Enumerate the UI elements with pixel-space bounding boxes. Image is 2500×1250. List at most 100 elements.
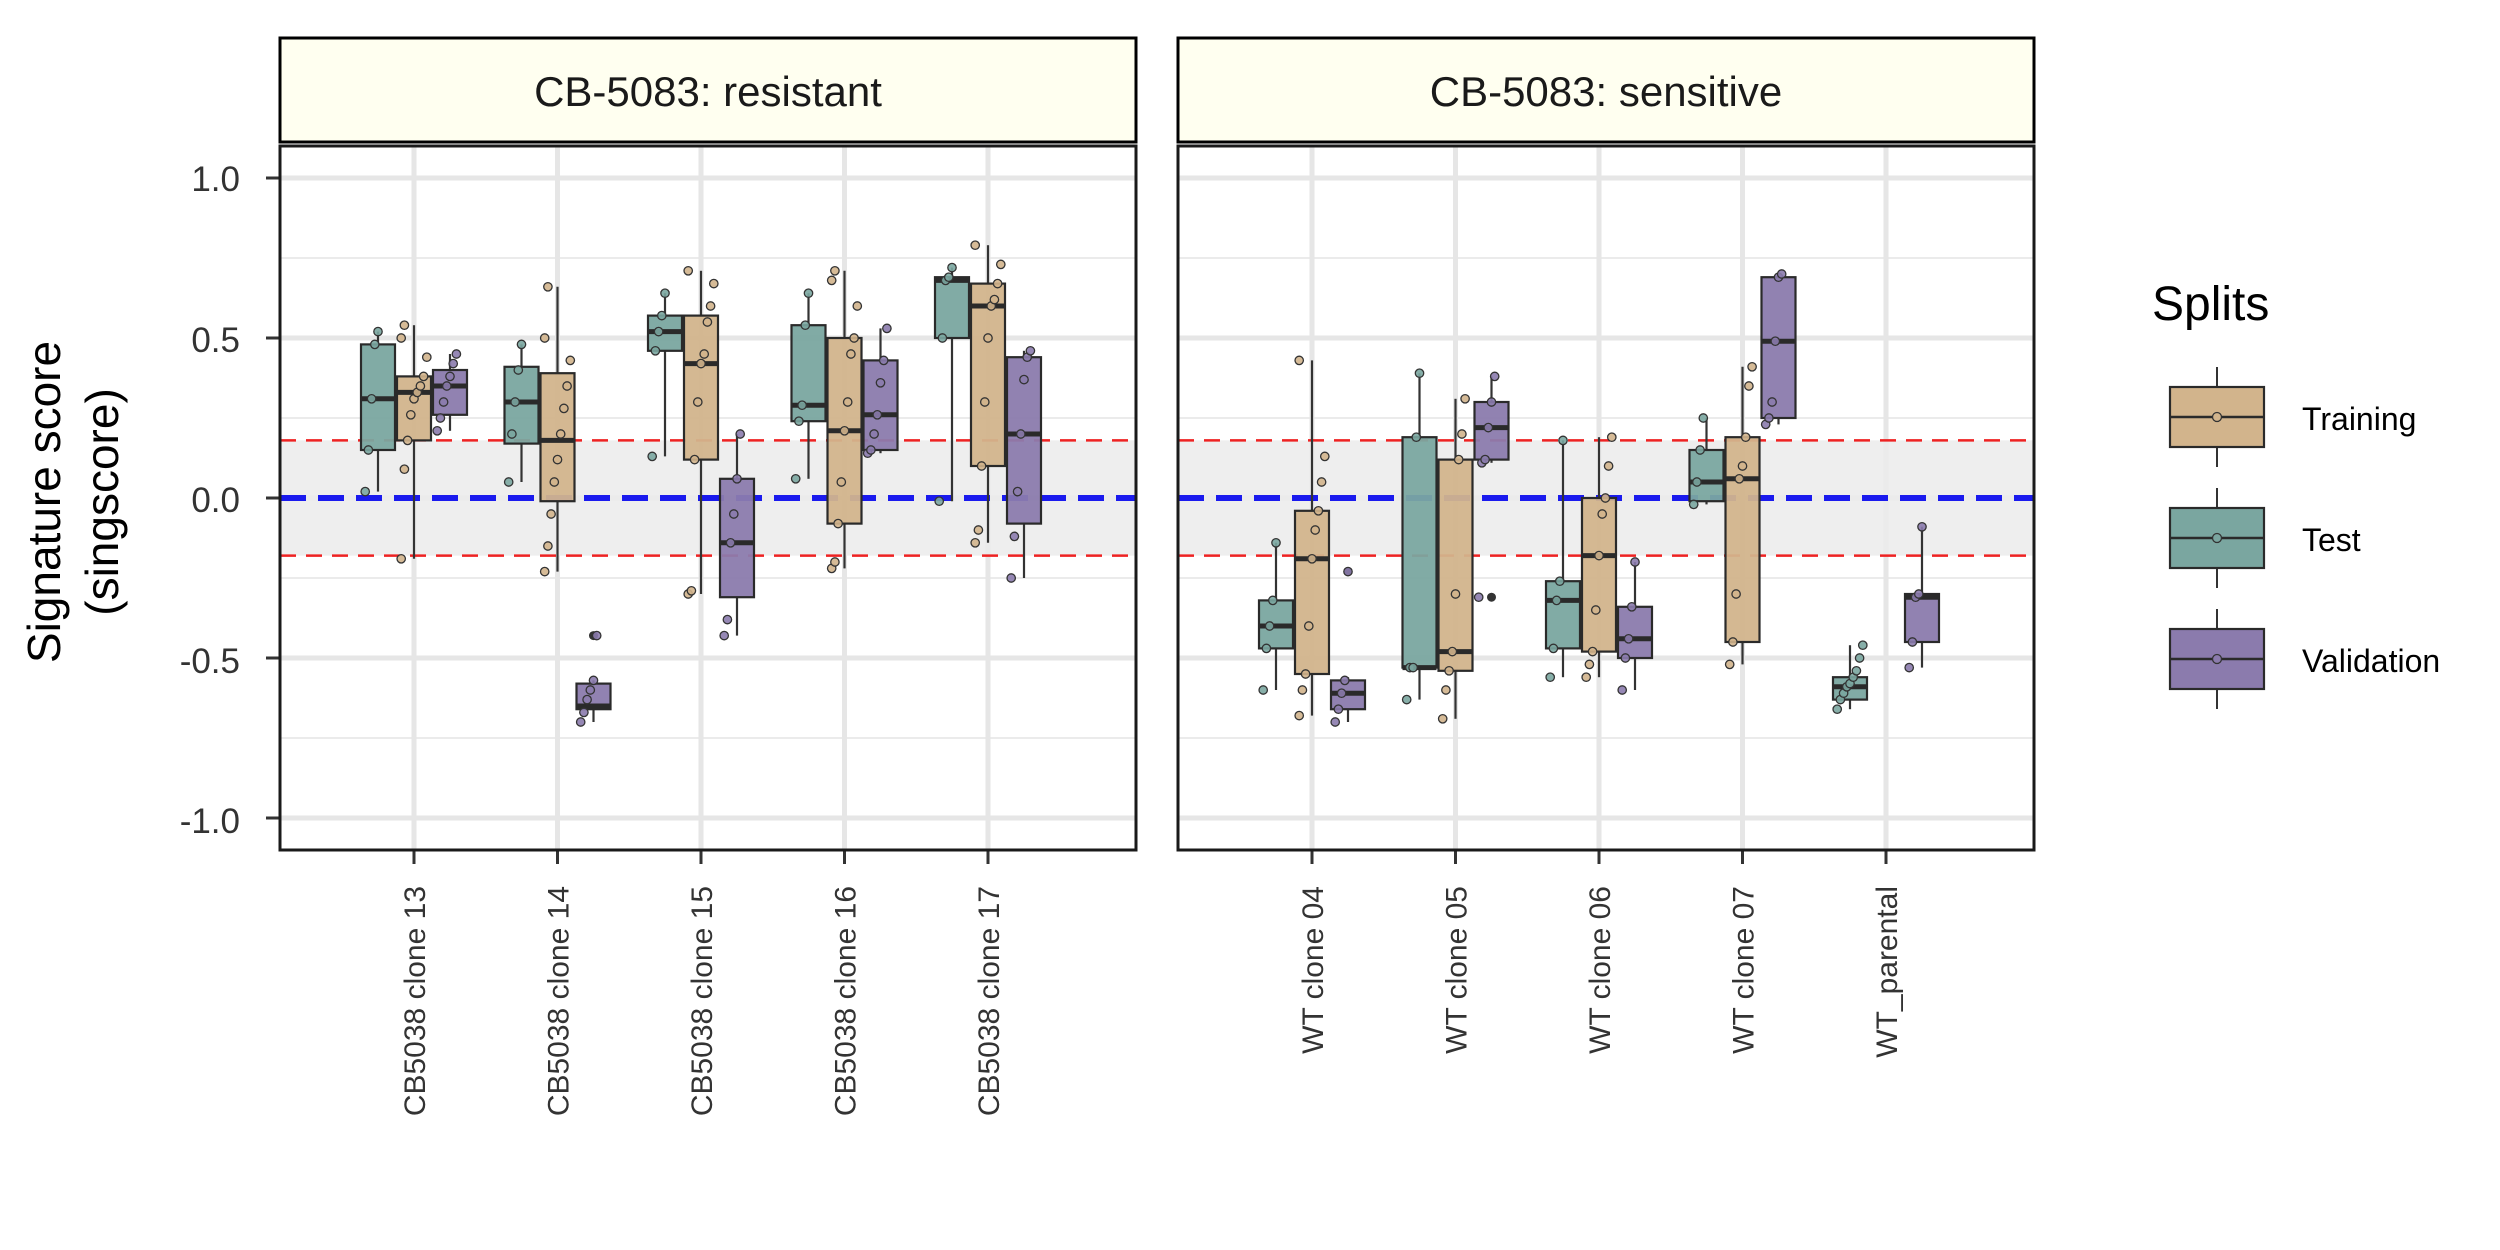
data-point (1851, 665, 1862, 676)
data-point (1333, 704, 1344, 715)
data-point (708, 278, 719, 289)
x-tick-label: CB5038 clone 17 (973, 886, 1006, 1116)
box-validation-2 (718, 429, 756, 641)
data-point (1724, 659, 1735, 670)
legend: Splits Training Test Validation (2152, 278, 2440, 709)
data-point (507, 429, 517, 439)
data-point (1271, 537, 1281, 548)
box-test-4 (933, 262, 971, 507)
data-point (1457, 429, 1467, 439)
data-point (1411, 432, 1422, 443)
data-point (1626, 601, 1637, 612)
data-point (451, 349, 462, 359)
data-point (396, 553, 407, 564)
x-tick-label: CB5038 clone 16 (830, 886, 863, 1116)
panel-title-sensitive: CB-5083: sensitive (1430, 68, 1783, 115)
box-body (933, 276, 971, 340)
data-point (559, 403, 569, 414)
data-point (1688, 499, 1699, 510)
box-validation-3 (862, 323, 899, 459)
panel-border (278, 144, 1138, 852)
data-point (1747, 361, 1757, 372)
box-training-3 (1724, 361, 1761, 670)
data-point (1776, 269, 1787, 279)
data-point (1740, 432, 1751, 443)
data-point (1551, 595, 1562, 606)
data-point (1401, 694, 1412, 705)
data-point (650, 345, 661, 356)
data-point (562, 381, 572, 391)
data-point (1587, 646, 1598, 657)
data-point (543, 281, 553, 292)
data-point (1303, 621, 1314, 631)
data-point (1294, 355, 1305, 366)
box-validation-2 (1616, 557, 1654, 695)
data-point (1009, 531, 1020, 542)
box-test-0 (359, 326, 397, 497)
data-point (421, 352, 432, 363)
data-point (800, 320, 811, 331)
data-point (546, 509, 556, 519)
data-point (1261, 643, 1272, 654)
data-point (653, 326, 664, 337)
data-point (1012, 486, 1023, 497)
data-point (579, 707, 589, 718)
data-point (1606, 432, 1617, 443)
data-point (660, 288, 670, 299)
legend-key-validation (2168, 609, 2266, 709)
data-point (976, 461, 987, 471)
data-point (1907, 637, 1918, 647)
data-point (852, 301, 863, 311)
box-body (1544, 580, 1582, 650)
x-tick-label: CB5038 clone 15 (686, 886, 719, 1116)
data-point (438, 397, 449, 407)
data-point (1460, 393, 1470, 404)
data-point (934, 496, 945, 507)
y-tick-label: -1.0 (180, 802, 240, 841)
data-point (656, 310, 667, 321)
data-point (830, 557, 840, 567)
x-tick-label: WT clone 04 (1297, 886, 1330, 1054)
y-tick-label: 1.0 (191, 160, 240, 199)
data-point (582, 694, 592, 705)
box-body (1688, 448, 1725, 503)
data-point (1441, 685, 1451, 695)
legend-key-point (2211, 653, 2223, 665)
data-point (445, 371, 455, 382)
panel-plot-0: CB5038 clone 13 CB5038 clone 14 CB5038 clo… (266, 144, 1138, 1116)
data-point (1695, 445, 1705, 455)
data-point (513, 365, 524, 375)
data-point (373, 326, 383, 337)
data-point (943, 272, 954, 283)
data-point (1737, 461, 1748, 471)
data-point (1313, 505, 1324, 516)
x-tick-label: CB5038 clone 13 (399, 886, 432, 1116)
legend-label-training: Training (2302, 401, 2416, 437)
data-point (728, 509, 739, 519)
data-point (1597, 509, 1608, 519)
data-point (1486, 397, 1497, 407)
data-point (1692, 477, 1702, 487)
data-point (1620, 653, 1631, 663)
box-training-4 (969, 240, 1007, 548)
data-point (1728, 637, 1738, 647)
data-point (435, 413, 446, 423)
data-point (830, 265, 840, 276)
data-point (836, 477, 847, 487)
panel-border (1176, 144, 2036, 852)
data-point (588, 675, 599, 686)
data-point (1617, 685, 1628, 695)
data-point (575, 717, 586, 727)
data-point (402, 435, 413, 446)
data-point (1437, 713, 1448, 724)
y-tick-label: 0.0 (191, 481, 240, 520)
data-point (1258, 685, 1269, 695)
data-point (1264, 621, 1275, 631)
data-point (539, 333, 550, 343)
data-point (360, 486, 371, 497)
data-point (689, 454, 700, 465)
box-body (1437, 458, 1474, 672)
box-training-1 (1437, 393, 1474, 724)
box-validation-4 (1005, 345, 1043, 583)
